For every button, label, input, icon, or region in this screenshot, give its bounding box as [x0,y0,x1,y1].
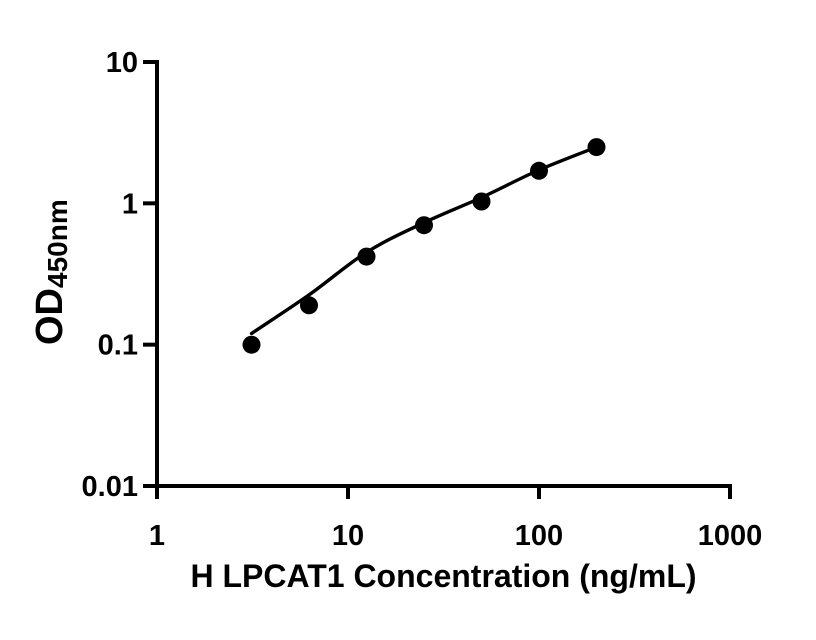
y-axis-tick-label: 0.1 [98,330,138,362]
y-axis-tick-label: 1 [122,188,138,220]
y-axis-title: OD450nm [27,199,73,345]
x-axis-tick-label: 1 [149,520,165,552]
data-point [530,161,548,180]
data-point [357,247,376,266]
x-axis-tick-label: 10 [332,520,364,552]
x-axis-tick-label: 1000 [698,520,763,552]
y-axis-title-sub: 450nm [42,199,73,288]
y-axis-title-main: OD [29,288,71,345]
data-point [242,335,261,354]
data-point [472,192,491,211]
y-axis-tick-label: 0.01 [82,471,138,503]
data-point [415,216,433,235]
x-axis-tick-label: 100 [515,520,563,552]
y-axis-tick-label: 10 [106,47,138,79]
data-point [300,296,318,315]
data-point [587,138,606,157]
x-axis-title: H LPCAT1 Concentration (ng/mL) [190,558,697,594]
